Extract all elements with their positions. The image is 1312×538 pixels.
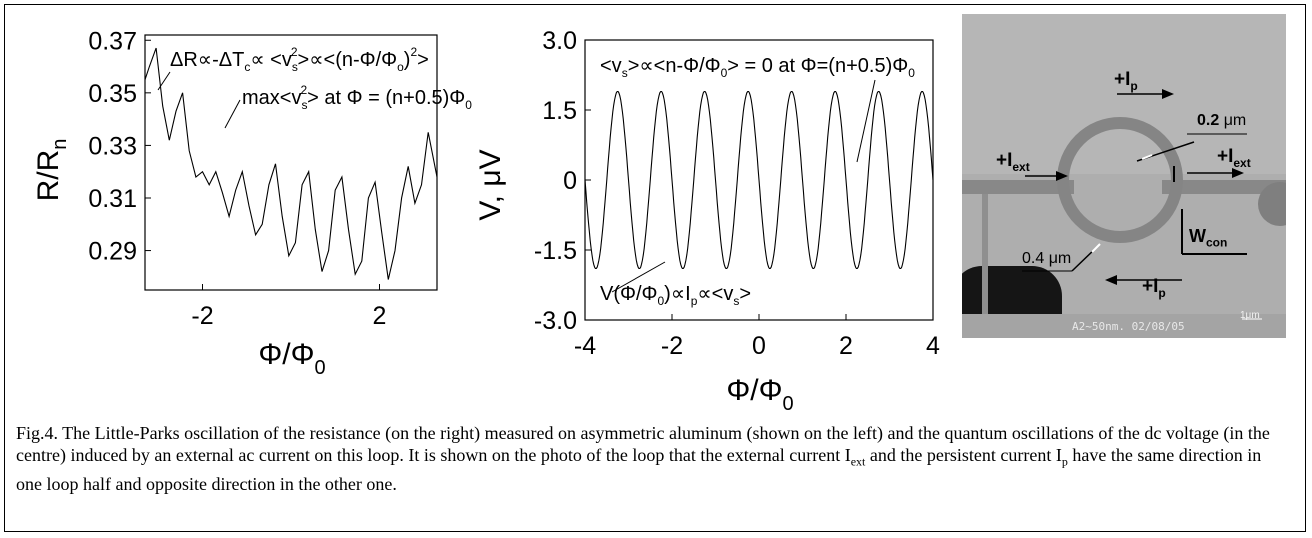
chart1-xlabel: Φ/Φ0	[258, 338, 325, 379]
chart1-ylabel: R/Rn	[32, 139, 71, 202]
c2-x-tick-label: 4	[926, 332, 940, 360]
c1-y-tick-label: 0.33	[88, 132, 137, 160]
c1-x-tick-label: 2	[373, 302, 387, 330]
label-ip-bottom: +Ip	[1142, 276, 1166, 300]
c1-y-tick-label: 0.31	[88, 185, 137, 213]
chart1-x-ticks: -2 2	[191, 284, 386, 330]
c2-x-tick-label: 0	[752, 332, 766, 360]
chart2-ylabel: V, μV	[474, 149, 507, 220]
c2-x-tick-label: 2	[839, 332, 853, 360]
chart2-y-ticks: -3.0 -1.5 0 1.5 3.0	[534, 27, 591, 335]
figure-frame	[4, 4, 1306, 532]
chart2-annotation-2: V(Φ/Φ0)∝Ip∝<vs>	[600, 283, 751, 308]
photo-scale-label: 1μm	[1240, 310, 1260, 321]
c2-y-tick-label: 3.0	[542, 27, 577, 55]
chart1-plot-area	[144, 34, 438, 291]
c2-y-tick-label: 1.5	[542, 97, 577, 125]
chart1-y-ticks: 0.29 0.31 0.33 0.35 0.37	[88, 27, 151, 266]
chart1-annotation-1: ΔR∝-ΔTc∝ <vs2>∝<(n-Φ/Φo)2>	[170, 45, 429, 74]
label-ip-top: +Ip	[1114, 69, 1138, 93]
chart2-annotation-1: <vs>∝<n-Φ/Φ0> = 0 at Φ=(n+0.5)Φ0	[600, 55, 915, 80]
sem-photo-drawing	[962, 14, 1286, 338]
label-iext-left: +Iext	[996, 150, 1030, 174]
c1-x-tick-label: -2	[191, 302, 213, 330]
c2-x-tick-label: -4	[574, 332, 596, 360]
chart2-series-line	[584, 90, 934, 270]
chart2-annotation-pointer-2	[611, 261, 666, 293]
c1-y-tick-label: 0.29	[88, 238, 137, 266]
c2-y-tick-label: 0	[563, 167, 577, 195]
chart2-x-ticks: -4 -2 0 2 4	[574, 314, 940, 360]
c2-x-tick-label: -2	[661, 332, 683, 360]
c2-y-tick-label: -3.0	[534, 307, 577, 335]
chart1-series-line	[144, 47, 438, 280]
sem-photo: +Ip +Ip +Iext +Iext 0.2 μm 0.4 μm Wcon A…	[962, 14, 1286, 338]
label-iext-right: +Iext	[1217, 146, 1251, 170]
chart2-xlabel: Φ/Φ0	[726, 374, 793, 415]
chart1-annotation-2: max<vs2> at Φ = (n+0.5)Φ0	[242, 83, 472, 112]
chart1-annotation-pointer-2	[224, 99, 241, 129]
chart1-annotation-pointer-1	[157, 71, 171, 91]
c1-y-tick-label: 0.37	[88, 27, 137, 55]
c2-y-tick-label: -1.5	[534, 237, 577, 265]
chart2-annotation-pointer-1	[856, 79, 876, 163]
photo-footer-text: A2~50nm. 02/08/05	[1072, 320, 1185, 333]
label-width-02: 0.2 μm	[1197, 112, 1247, 129]
label-width-04: 0.4 μm	[1022, 250, 1072, 267]
c1-y-tick-label: 0.35	[88, 80, 137, 108]
figure-caption: Fig.4. The Little-Parks oscillation of t…	[16, 423, 1270, 494]
label-wcon: Wcon	[1189, 226, 1228, 250]
